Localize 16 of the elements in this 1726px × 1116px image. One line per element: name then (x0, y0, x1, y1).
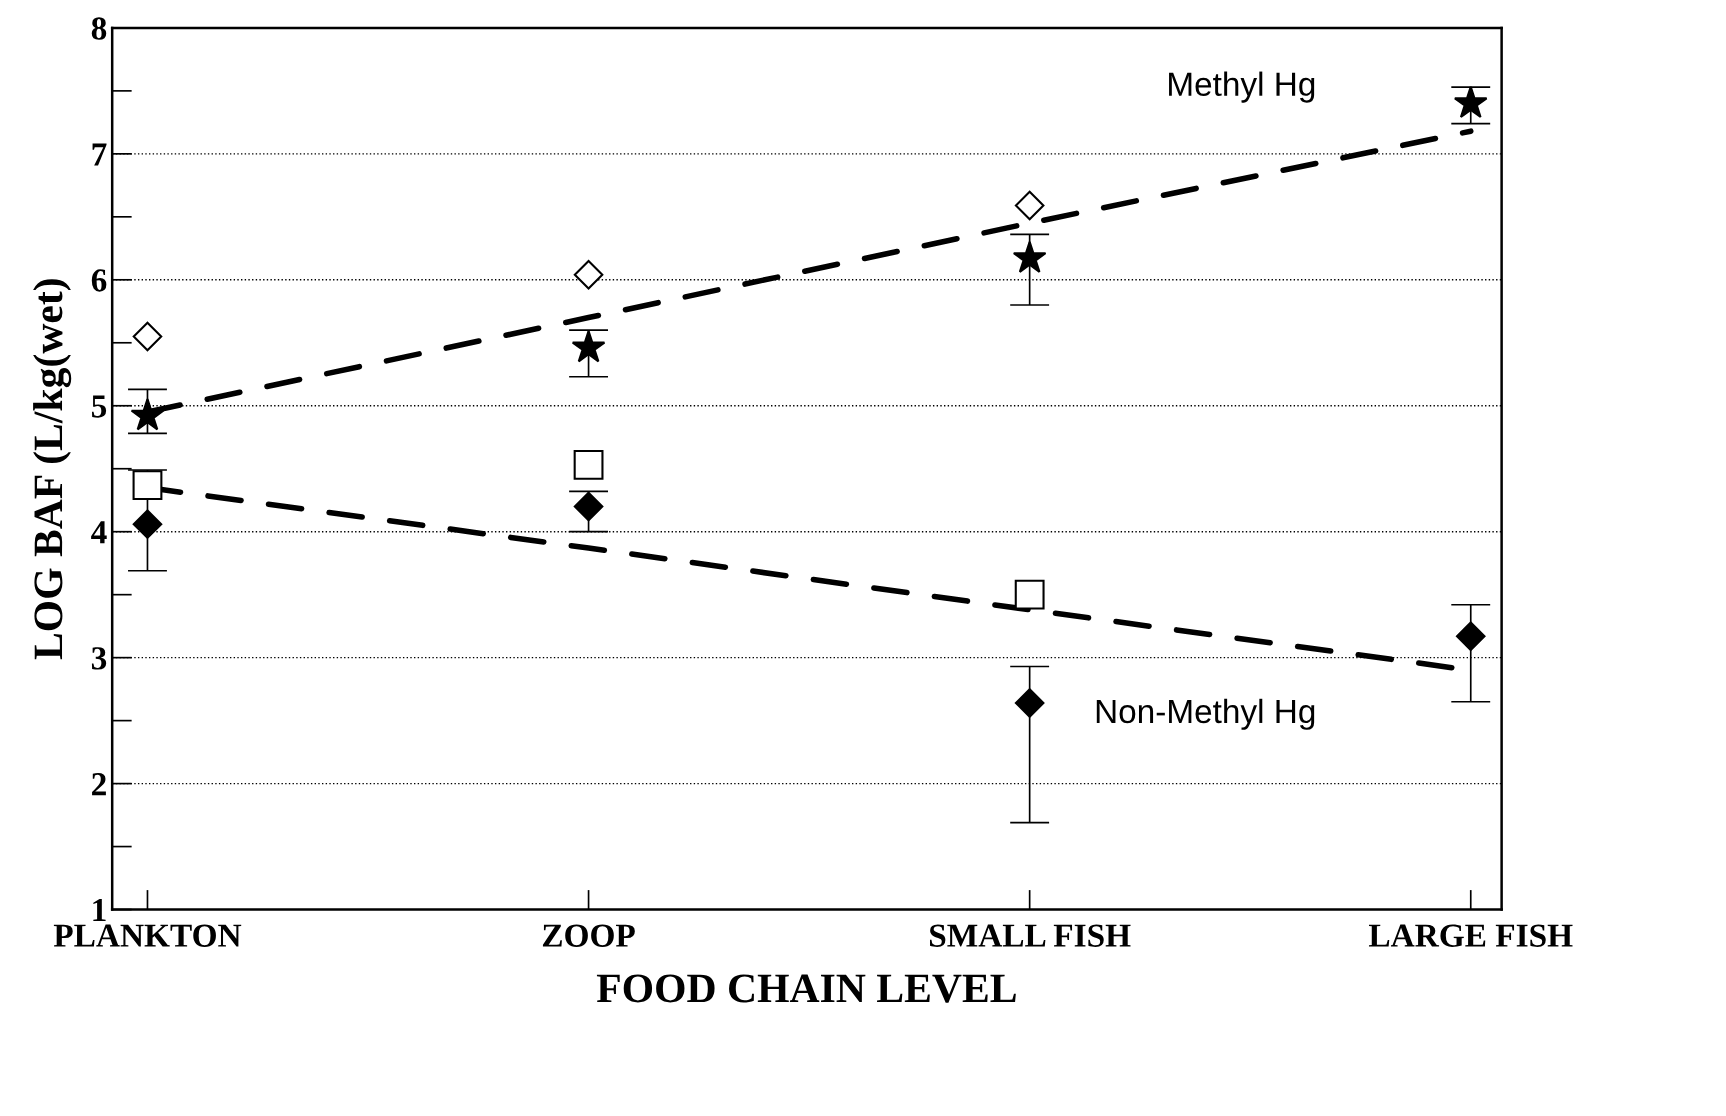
y-tick-label: 6 (91, 269, 107, 292)
y-axis-title: LOG BAF (L/kg(wet) (33, 279, 72, 660)
y-tick-label: 1 (93, 899, 106, 922)
y-tick-label: 5 (92, 395, 107, 418)
y-tick-label: 4 (91, 521, 107, 544)
series-label: Non-Methyl Hg (1096, 698, 1315, 730)
series-label: Methyl Hg (1169, 71, 1315, 103)
y-tick-label: 8 (91, 17, 107, 40)
y-tick-label: 7 (92, 143, 107, 166)
y-tick-label: 3 (91, 647, 107, 670)
x-axis-title: FOOD CHAIN LEVEL (596, 974, 1016, 1003)
x-tick-label: SMALL FISH (930, 924, 1131, 947)
x-tick-label: LARGE FISH (1368, 924, 1573, 947)
y-tick-label: 2 (92, 773, 106, 796)
x-tick-label: PLANKTON (53, 924, 242, 947)
x-tick-label: ZOOP (542, 924, 635, 947)
